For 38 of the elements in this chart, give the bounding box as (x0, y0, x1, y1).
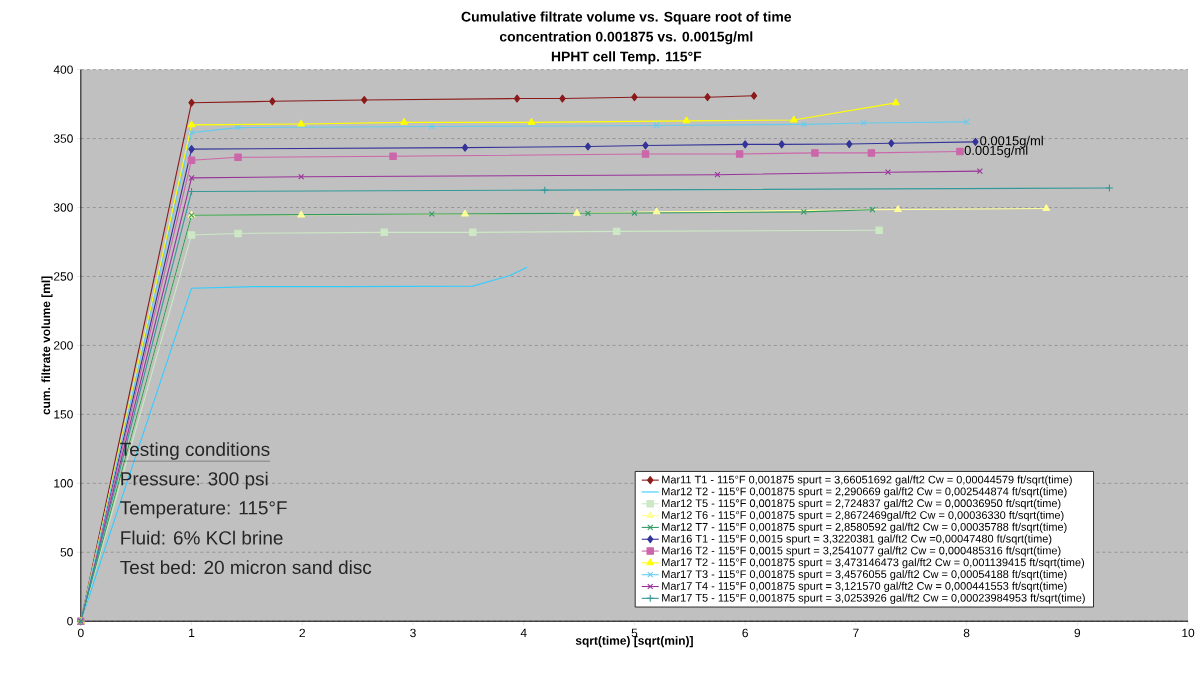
x-tick-label: 4 (520, 628, 527, 637)
x-tick-label: 9 (1074, 628, 1081, 638)
chart-title: Cumulative filtrate volume vs. Square root of time (461, 11, 792, 25)
annotation: Test bed: 20 micron sand disc (120, 560, 372, 575)
legend-label: Mar17 T3 - 115°F 0,001875 spurt = 3,4576055 gal/ft2 Cw = 0,00054188 ft/sqrt(time) (662, 569, 1067, 581)
y-tick-label: 350 (53, 134, 73, 143)
x-tick-label: 6 (742, 628, 748, 638)
text: HPHT cell Temp. 115°F (551, 51, 702, 65)
annotation: Temperature: 115°F (120, 501, 287, 519)
legend-label: Mar12 T7 - 115°F 0,001875 spurt = 2,8580592 gal/ft2 Cw = 0,00035788 ft/sqrt(time) (662, 522, 1067, 533)
y-tick-label: 300 (53, 203, 73, 212)
x-tick-label: 2 (299, 628, 305, 638)
x-tick-label: 3 (410, 628, 416, 638)
x-tick-label: 8 (963, 628, 970, 638)
x-tick-label: 1 (189, 628, 195, 637)
x-tick-label: 7 (853, 628, 859, 637)
y-tick-label: 150 (54, 410, 73, 419)
legend-label: Mar16 T1 - 115°F 0,0015 spurt = 3,3220381 gal/ft2 Cw =0,00047480 ft/sqrt(time) (662, 534, 1052, 545)
y-axis-title: cum. filtrate volume [ml] (41, 276, 53, 415)
y-tick-label: 200 (53, 341, 73, 350)
annotation: Fluid: 6% KCl brine (121, 530, 283, 545)
x-axis-title: sqrt(time) [sqrt(min)] (575, 636, 693, 648)
x-tick-label: 10 (1182, 628, 1195, 638)
legend-label: Mar17 T5 - 115°F 0,001875 spurt = 3,0253926 gal/ft2 Cw = 0,00023984953 ft/sqrt(time) (662, 593, 1085, 604)
legend-label: Mar17 T4 - 115°F 0,001875 spurt = 3,121570 gal/ft2 Cw = 0,000441553 ft/sqrt(time) (662, 581, 1067, 592)
legend-label: Mar12 T5 - 115°F 0,001875 spurt = 2,724837 gal/ft2 Cw = 0,00036950 ft/sqrt(time) (662, 499, 1061, 510)
legend-label: Mar11 T1 - 115°F 0,001875 spurt = 3,66051692 gal/ft2 Cw = 0,00044579 ft/sqrt(time) (662, 475, 1072, 486)
legend-label: Mar16 T2 - 115°F 0,0015 spurt = 3,2541077 gal/ft2 Cw = 0,000485316 ft/sqrt(time) (662, 546, 1061, 557)
y-tick-label: 100 (54, 479, 73, 488)
legend-label: Mar12 T6 - 115°F 0,001875 spurt = 2,8672469gal/ft2 Cw = 0,00036330 ft/sqrt(time) (662, 510, 1064, 522)
x-tick-label: 0 (77, 628, 84, 638)
y-tick-label: 0 (67, 616, 73, 626)
y-tick-label: 400 (53, 65, 73, 74)
y-tick-label: 250 (53, 272, 73, 281)
text: concentration 0.001875 vs. 0.0015g/ml (499, 31, 753, 45)
legend-label: Mar12 T2 - 115°F 0,001875 spurt = 2,290669 gal/ft2 Cw = 0,002544874 ft/sqrt(time) (662, 487, 1067, 498)
y-tick-label: 50 (60, 548, 73, 557)
legend-label: Mar17 T2 - 115°F 0,001875 spurt = 3,473146473 gal/ft2 Cw = 0,001139415 ft/sqrt(time) (662, 558, 1085, 569)
